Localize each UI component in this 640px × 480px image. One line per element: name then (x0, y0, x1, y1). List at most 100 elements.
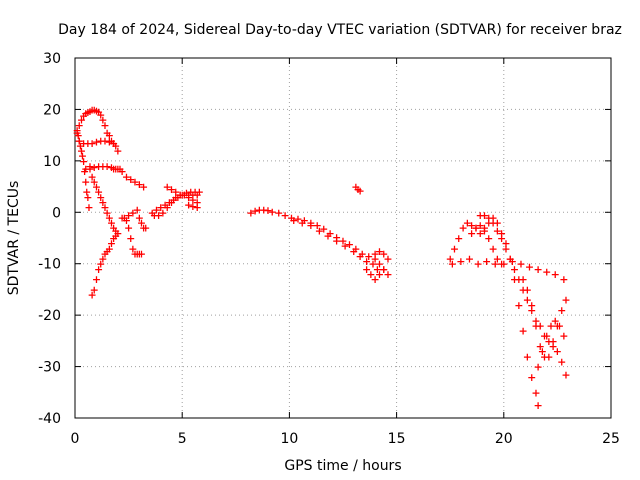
data-point: + (467, 219, 476, 232)
data-point: + (190, 186, 199, 199)
data-point: + (105, 129, 114, 142)
data-point: + (75, 134, 84, 147)
data-point: + (448, 258, 457, 271)
data-point: + (139, 181, 148, 194)
data-point: + (518, 325, 527, 338)
data-point: + (90, 283, 99, 296)
data-point: + (306, 219, 315, 232)
data-point: + (546, 319, 555, 332)
data-point: + (113, 145, 122, 158)
data-point: + (488, 217, 497, 230)
data-point: + (557, 304, 566, 317)
data-point: + (516, 258, 525, 271)
data-point: + (379, 263, 388, 276)
data-point: + (493, 253, 502, 266)
data-point: + (193, 196, 202, 209)
data-point: + (175, 188, 184, 201)
data-point: + (499, 258, 508, 271)
data-point: + (94, 186, 103, 199)
data-point: + (551, 314, 560, 327)
data-point: + (501, 242, 510, 255)
series-early-d: +++++++++++ (81, 160, 125, 176)
data-point: + (480, 222, 489, 235)
series-early-c: +++++++++ (75, 134, 119, 150)
data-point: + (156, 201, 165, 214)
data-point: + (130, 175, 139, 188)
data-point: + (549, 340, 558, 353)
data-point: + (544, 350, 553, 363)
series-late-a: ++++++++++++++++++++++ (446, 211, 543, 412)
data-point: + (85, 163, 94, 176)
data-point: + (488, 211, 497, 224)
data-point: + (154, 209, 163, 222)
data-point: + (88, 289, 97, 302)
data-point: + (471, 222, 480, 235)
data-point: + (152, 204, 161, 217)
data-point: + (544, 335, 553, 348)
data-point: + (90, 175, 99, 188)
y-tick-label: -10 (38, 257, 61, 273)
data-point: + (76, 139, 85, 152)
data-point: + (268, 205, 277, 218)
data-point: + (169, 193, 178, 206)
data-point: + (178, 188, 187, 201)
y-tick-label: 30 (43, 51, 61, 67)
data-point: + (111, 224, 120, 237)
data-point: + (94, 105, 103, 118)
data-point: + (88, 103, 97, 116)
data-point: + (323, 229, 332, 242)
data-point: + (186, 186, 195, 199)
x-axis-ticks: 0 5 10 15 20 25 (71, 58, 620, 447)
data-point: + (163, 201, 172, 214)
data-point: + (345, 238, 354, 251)
series-arc-a: ++++++++++++++++++++++++ (246, 204, 388, 276)
data-point: + (501, 237, 510, 250)
data-point: + (82, 186, 91, 199)
data-point: + (368, 258, 377, 271)
data-point: + (90, 103, 99, 116)
data-point: + (371, 247, 380, 260)
data-point: + (84, 201, 93, 214)
data-point: + (313, 219, 322, 232)
data-point: + (109, 137, 118, 150)
data-point: + (484, 211, 493, 224)
data-point: + (506, 253, 515, 266)
data-point: + (531, 319, 540, 332)
series-early-b: ++++++++++++ (73, 124, 94, 214)
x-axis-label: GPS time / hours (284, 458, 401, 474)
grid-lines (75, 58, 611, 418)
data-point: + (476, 227, 485, 240)
data-point: + (148, 206, 157, 219)
data-point: + (96, 134, 105, 147)
data-point: + (523, 350, 532, 363)
data-point: + (533, 361, 542, 374)
data-point: + (122, 170, 131, 183)
data-point: + (175, 188, 184, 201)
series-late-b: +++++++++++++++++++++ (476, 209, 571, 381)
data-point: + (113, 227, 122, 240)
y-axis-label: SDTVAR / TECUs (6, 181, 22, 296)
data-point: + (103, 206, 112, 219)
series-mid-d: +++ (184, 199, 202, 215)
data-point: + (77, 145, 86, 158)
data-point: + (92, 273, 101, 286)
chart-title: Day 184 of 2024, Sidereal Day-to-day VTE… (58, 22, 622, 38)
data-point: + (480, 209, 489, 222)
data-point: + (94, 160, 103, 173)
data-point: + (79, 137, 88, 150)
data-point: + (274, 206, 283, 219)
data-point: + (98, 253, 107, 266)
data-point: + (111, 163, 120, 176)
data-point: + (480, 224, 489, 237)
data-point: + (103, 160, 112, 173)
data-point: + (255, 204, 264, 217)
x-tick-label: 0 (71, 431, 80, 447)
data-point: + (135, 211, 144, 224)
data-point: + (351, 242, 360, 255)
data-point: + (118, 165, 127, 178)
data-point: + (338, 235, 347, 248)
data-point: + (109, 232, 118, 245)
data-point: + (497, 227, 506, 240)
data-point: + (188, 193, 197, 206)
data-point: + (75, 134, 84, 147)
